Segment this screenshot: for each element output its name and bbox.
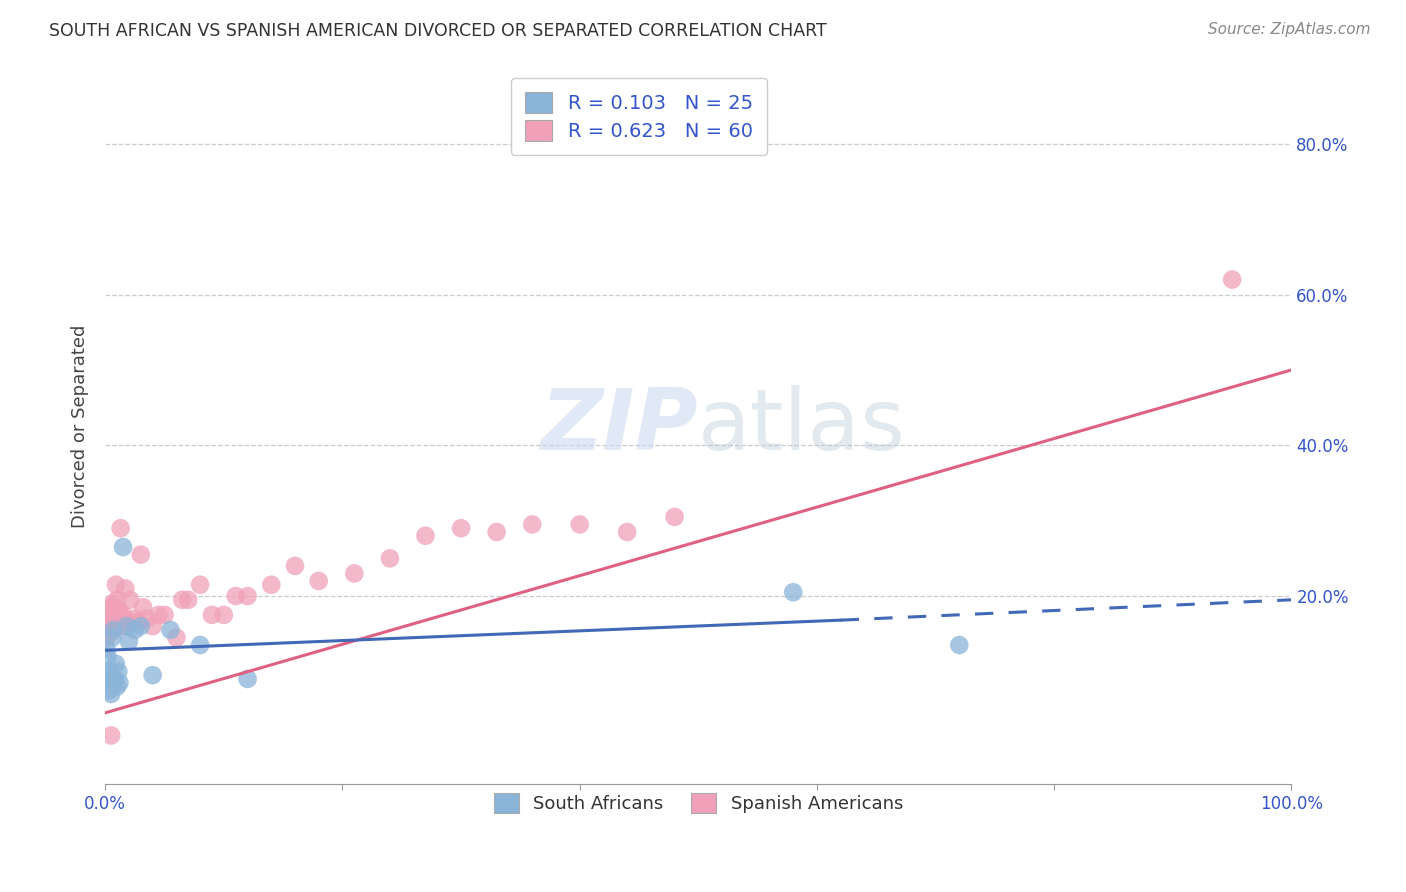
- Point: [782, 585, 804, 599]
- Point: [568, 517, 591, 532]
- Point: [415, 529, 437, 543]
- Point: [101, 612, 124, 626]
- Point: [96, 641, 118, 656]
- Point: [124, 623, 146, 637]
- Text: ZIP: ZIP: [541, 385, 699, 468]
- Point: [132, 600, 155, 615]
- Point: [96, 631, 118, 645]
- Point: [111, 540, 134, 554]
- Point: [104, 578, 127, 592]
- Point: [115, 619, 138, 633]
- Point: [172, 592, 194, 607]
- Point: [97, 626, 120, 640]
- Text: Source: ZipAtlas.com: Source: ZipAtlas.com: [1208, 22, 1371, 37]
- Point: [118, 634, 141, 648]
- Point: [101, 597, 124, 611]
- Point: [616, 524, 638, 539]
- Y-axis label: Divorced or Separated: Divorced or Separated: [72, 325, 89, 528]
- Point: [104, 619, 127, 633]
- Point: [284, 558, 307, 573]
- Point: [1220, 272, 1243, 286]
- Point: [104, 657, 127, 671]
- Point: [115, 615, 138, 630]
- Point: [97, 607, 120, 622]
- Point: [201, 607, 224, 622]
- Point: [165, 631, 187, 645]
- Point: [129, 619, 152, 633]
- Point: [108, 675, 131, 690]
- Point: [100, 619, 122, 633]
- Point: [129, 548, 152, 562]
- Point: [97, 683, 120, 698]
- Point: [188, 638, 211, 652]
- Point: [664, 509, 686, 524]
- Point: [103, 615, 125, 630]
- Point: [105, 592, 128, 607]
- Point: [148, 607, 170, 622]
- Point: [97, 619, 120, 633]
- Point: [118, 615, 141, 630]
- Point: [104, 672, 127, 686]
- Point: [107, 607, 129, 622]
- Point: [108, 604, 131, 618]
- Point: [97, 615, 120, 630]
- Point: [104, 607, 127, 622]
- Point: [124, 612, 146, 626]
- Point: [236, 589, 259, 603]
- Point: [225, 589, 247, 603]
- Point: [98, 665, 121, 679]
- Point: [188, 578, 211, 592]
- Point: [110, 521, 132, 535]
- Point: [142, 619, 165, 633]
- Legend: South Africans, Spanish Americans: South Africans, Spanish Americans: [481, 780, 915, 825]
- Point: [100, 600, 122, 615]
- Point: [100, 675, 122, 690]
- Point: [378, 551, 401, 566]
- Point: [120, 615, 142, 630]
- Point: [135, 612, 157, 626]
- Text: atlas: atlas: [699, 385, 907, 468]
- Point: [120, 592, 142, 607]
- Point: [127, 615, 149, 630]
- Point: [343, 566, 366, 581]
- Point: [159, 623, 181, 637]
- Point: [308, 574, 330, 588]
- Point: [100, 687, 122, 701]
- Point: [212, 607, 235, 622]
- Text: SOUTH AFRICAN VS SPANISH AMERICAN DIVORCED OR SEPARATED CORRELATION CHART: SOUTH AFRICAN VS SPANISH AMERICAN DIVORC…: [49, 22, 827, 40]
- Point: [114, 582, 136, 596]
- Point: [101, 631, 124, 645]
- Point: [112, 619, 135, 633]
- Point: [260, 578, 283, 592]
- Point: [485, 524, 508, 539]
- Point: [103, 623, 125, 637]
- Point: [522, 517, 544, 532]
- Point: [100, 728, 122, 742]
- Point: [948, 638, 970, 652]
- Point: [236, 672, 259, 686]
- Point: [142, 668, 165, 682]
- Point: [97, 668, 120, 682]
- Point: [96, 623, 118, 637]
- Point: [98, 604, 121, 618]
- Point: [111, 607, 134, 622]
- Point: [103, 604, 125, 618]
- Point: [97, 612, 120, 626]
- Point: [177, 592, 200, 607]
- Point: [105, 680, 128, 694]
- Point: [153, 607, 176, 622]
- Point: [105, 619, 128, 633]
- Point: [97, 649, 120, 664]
- Point: [111, 615, 134, 630]
- Point: [107, 665, 129, 679]
- Point: [450, 521, 472, 535]
